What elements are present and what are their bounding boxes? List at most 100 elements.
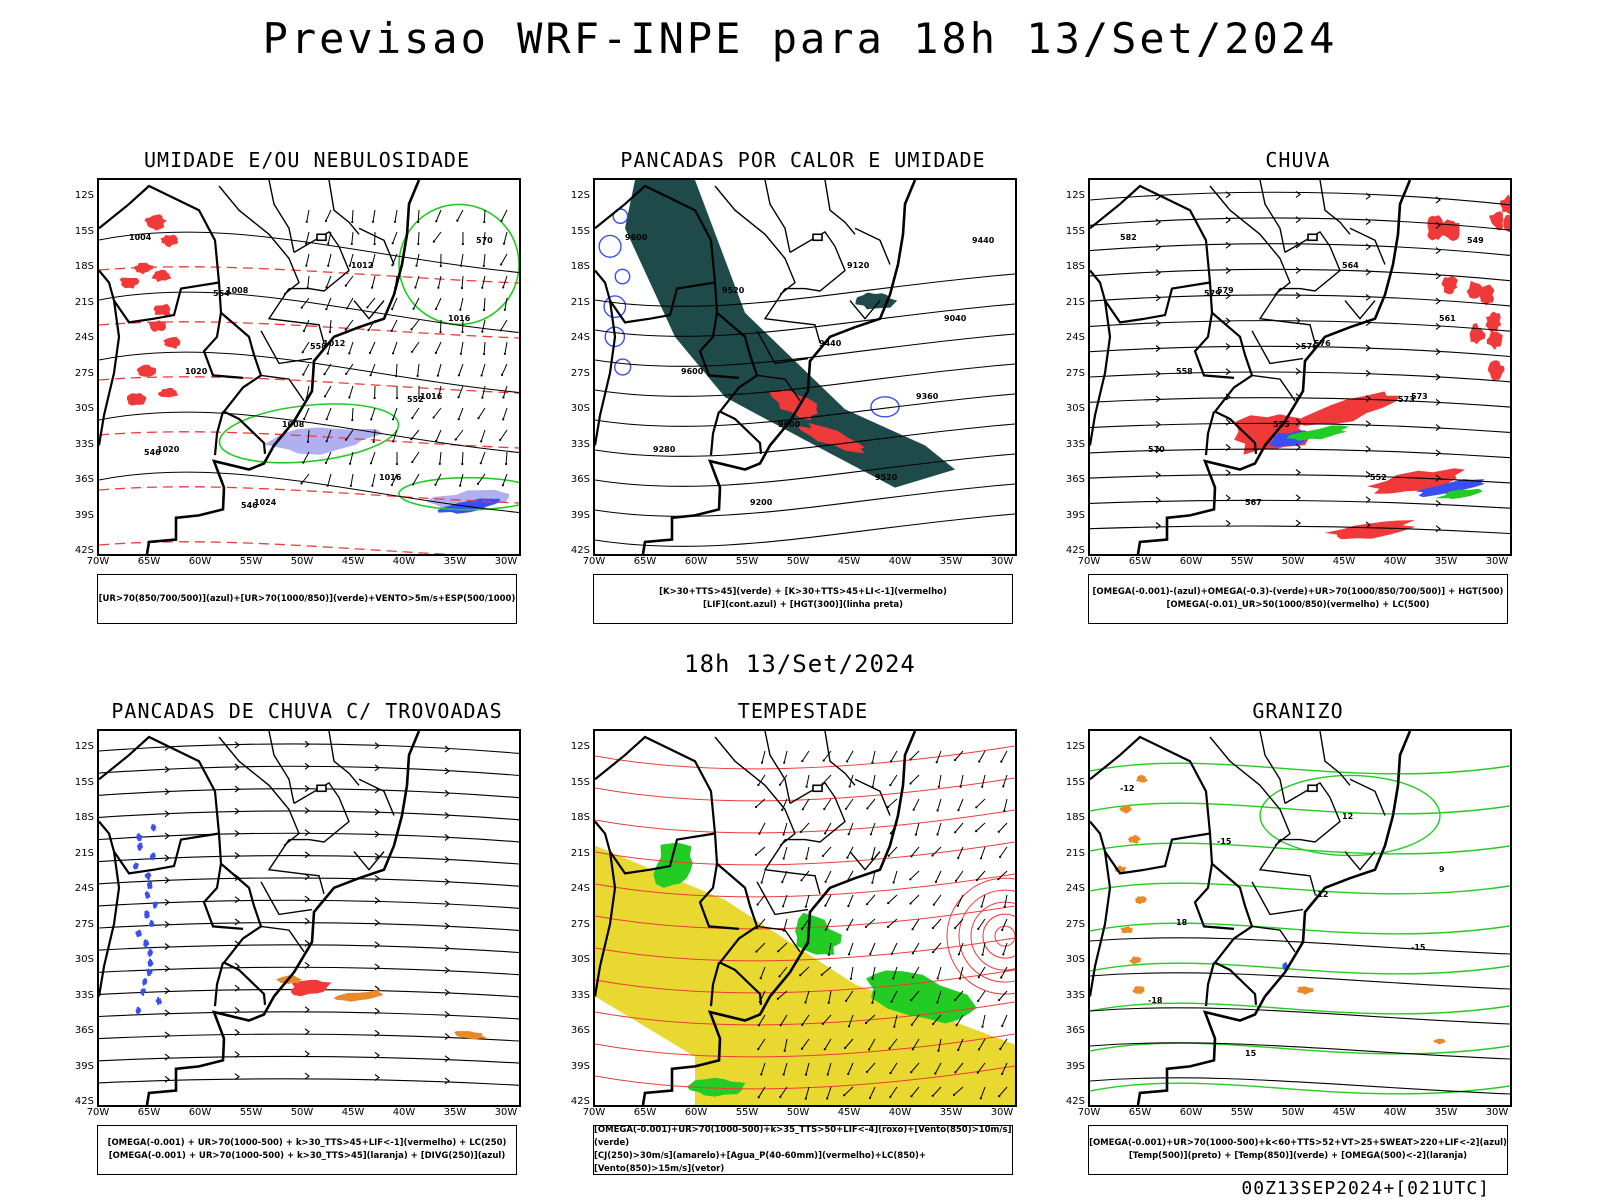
latitude-label: 12S	[74, 741, 94, 752]
legend-line: [OMEGA(-0.001) + UR>70(1000-500) + k>30_…	[107, 1138, 507, 1148]
streamline	[99, 855, 519, 865]
divergence-patch	[150, 823, 157, 832]
longitude-label: 30W	[990, 556, 1014, 567]
wind-vector	[345, 275, 354, 286]
wind-vector	[890, 750, 898, 762]
wind-vector-head	[820, 973, 823, 976]
wind-vector-head	[500, 263, 503, 266]
longitude-label: 40W	[1383, 556, 1407, 567]
divergence-patch	[146, 881, 153, 890]
wind-vector-head	[476, 482, 480, 485]
wind-vector-head	[778, 975, 781, 978]
latitude-label: 36S	[570, 1025, 590, 1036]
wind-vector	[460, 253, 464, 266]
streamline-arrow	[234, 1029, 240, 1036]
wind-vector	[848, 822, 854, 835]
wind-vector	[411, 341, 420, 353]
wind-vector-head	[460, 286, 464, 290]
contour-line	[595, 333, 1015, 367]
streamline-arrow	[1225, 267, 1231, 274]
streamline-arrow	[1295, 266, 1301, 274]
wind-vectors-850	[754, 750, 1008, 1100]
wind-vector	[440, 319, 442, 333]
wind-vector-head	[955, 1024, 958, 1027]
latitude-label: 12S	[1065, 741, 1085, 752]
streamline-arrow	[1435, 322, 1441, 330]
wind-vector	[351, 231, 354, 244]
wind-vector	[502, 385, 508, 398]
contour-label: 9600	[778, 420, 801, 429]
state-border	[756, 925, 801, 953]
latitude-label: 30S	[1065, 954, 1085, 965]
streamline	[1090, 268, 1510, 282]
wind-vector-head	[890, 1000, 893, 1003]
wind-vector-head	[847, 953, 851, 956]
contour-line	[595, 393, 1015, 427]
wind-vector	[801, 870, 810, 881]
map-frame: 9600 9520 9440 9360 9280 9200 9120 9040 9600 9600…	[593, 178, 1017, 556]
wind-vector-head	[371, 286, 374, 289]
wind-vector	[758, 822, 766, 834]
streamline-arrow	[304, 851, 310, 859]
page-title: Previsao WRF-INPE para 18h 13/Set/2024	[262, 14, 1338, 63]
wind-vector-head	[932, 1022, 935, 1026]
wind-vector	[912, 966, 920, 978]
longitude-label: 70W	[86, 1107, 110, 1118]
rain-patch	[1479, 284, 1495, 306]
wind-vector-head	[391, 418, 395, 421]
wind-vector	[761, 750, 766, 763]
wind-vector	[433, 231, 442, 242]
streamline	[1090, 448, 1510, 459]
map-canvas	[595, 731, 1015, 1105]
state-border	[1251, 374, 1296, 402]
state-border	[756, 881, 809, 916]
contour-line	[595, 423, 1015, 457]
streamline-arrow	[164, 788, 170, 796]
wind-vector	[369, 341, 376, 354]
contour-label: 9	[1439, 865, 1445, 874]
wind-vector-head	[936, 977, 939, 980]
wind-vector	[871, 870, 876, 883]
country-border	[595, 735, 763, 1006]
streamline-arrow	[1225, 317, 1231, 325]
streamline-arrow	[1155, 522, 1161, 529]
wind-vector-head	[782, 905, 785, 908]
federal-district	[812, 233, 823, 242]
wind-vector	[757, 1038, 766, 1050]
panel-title: PANCADAS DE CHUVA C/ TROVOADAS	[111, 699, 503, 723]
streamline	[1090, 217, 1510, 231]
wind-vector-head	[979, 857, 983, 860]
streamline-arrow	[444, 900, 450, 908]
latitude-label: 24S	[570, 332, 590, 343]
wind-vector	[433, 407, 442, 418]
wind-vector-head	[411, 483, 415, 486]
wind-vector	[301, 297, 310, 308]
wind-vector	[801, 750, 810, 762]
contour-label: 567	[1245, 498, 1262, 507]
longitude-label: 45W	[341, 556, 365, 567]
longitude-label: 45W	[837, 556, 861, 567]
contour-line	[1090, 972, 1510, 990]
wind-vector-head	[866, 807, 869, 810]
wind-vector-head	[502, 286, 505, 289]
wind-vector-head	[461, 330, 464, 334]
wind-vector-head	[781, 808, 784, 812]
state-border	[328, 731, 360, 786]
wind-vector	[413, 297, 420, 309]
divergence-patch	[136, 842, 144, 851]
latitude-label: 33S	[570, 438, 590, 450]
wind-vector	[801, 1038, 810, 1049]
latitude-label: 39S	[570, 509, 590, 521]
longitude-label: 65W	[633, 556, 657, 567]
wind-vector-head	[975, 878, 979, 882]
omega-strong	[1435, 488, 1483, 499]
streamline-arrow	[234, 1073, 240, 1081]
wind-vector	[461, 275, 464, 289]
streamline-arrow	[164, 987, 170, 995]
wind-vector-head	[844, 807, 848, 810]
green-contour	[398, 203, 519, 326]
wind-vector-head	[954, 1071, 957, 1074]
south-america-borders	[1090, 180, 1412, 554]
map-frame: 582 579 576 573 570 567 564 561 558 555 552 549 579 5…	[1088, 178, 1512, 556]
wind-vector-head	[888, 1047, 891, 1050]
